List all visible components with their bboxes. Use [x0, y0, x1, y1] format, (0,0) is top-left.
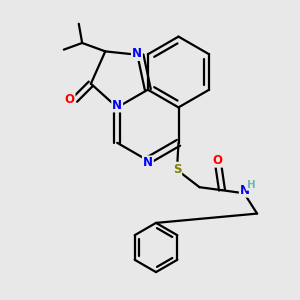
Text: N: N [143, 156, 153, 170]
Text: N: N [240, 184, 250, 197]
Text: O: O [213, 154, 223, 167]
Text: O: O [64, 93, 75, 106]
Text: H: H [247, 180, 256, 190]
Text: N: N [132, 47, 142, 60]
Text: N: N [112, 98, 122, 112]
Text: S: S [173, 163, 181, 176]
